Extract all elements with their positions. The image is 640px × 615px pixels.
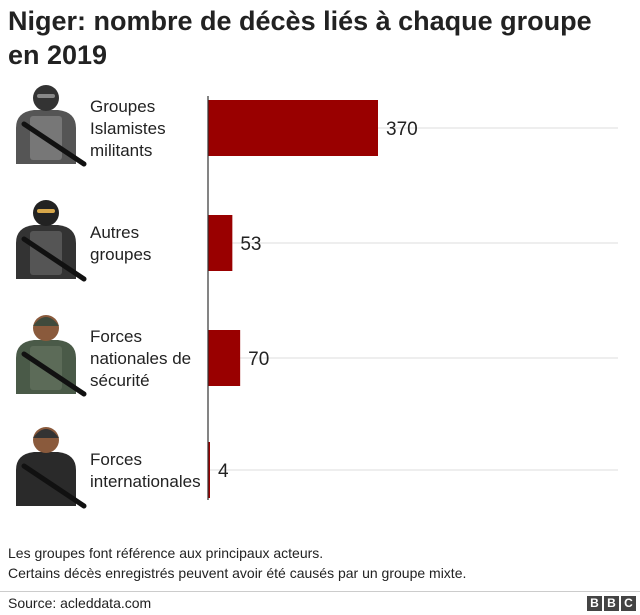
category-label: militants — [90, 141, 152, 160]
category-label: nationales de — [90, 349, 191, 368]
bar-chart: Groupes Islamistes militants 370 Autres group… — [16, 85, 618, 509]
militant-icon — [16, 85, 87, 167]
armed-group-icon — [16, 200, 87, 282]
footnote-1: Les groupes font référence aux principau… — [8, 545, 324, 561]
chart-title: Niger: nombre de décès liés à chaque gro… — [8, 6, 592, 70]
bbc-logo-letter: B — [604, 596, 619, 611]
bar — [208, 215, 233, 271]
value-label: 4 — [218, 461, 229, 482]
category-label: Forces — [90, 450, 142, 469]
footnote-2: Certains décès enregistrés peuvent avoir… — [8, 565, 467, 581]
bbc-logo-letter: B — [587, 596, 602, 611]
category-label: Islamistes — [90, 119, 166, 138]
category-label: Forces — [90, 327, 142, 346]
bbc-logo-letter: C — [621, 596, 636, 611]
bbc-logo: B B C — [587, 596, 636, 611]
value-label: 53 — [240, 234, 261, 255]
international-soldier-icon — [16, 427, 87, 509]
value-label: 70 — [248, 349, 269, 370]
bar — [208, 442, 210, 498]
footnotes: Les groupes font référence aux principau… — [8, 543, 466, 583]
source-text: Source: acleddata.com — [8, 595, 152, 611]
soldier-icon — [16, 315, 87, 397]
category-label: sécurité — [90, 371, 150, 390]
bar — [208, 330, 241, 386]
category-label: Groupes — [90, 97, 155, 116]
category-label: internationales — [90, 472, 201, 491]
category-label: Autres — [90, 223, 139, 242]
value-label: 370 — [386, 119, 418, 140]
category-label: groupes — [90, 245, 151, 264]
footer-divider — [0, 591, 640, 592]
bar — [208, 100, 378, 156]
